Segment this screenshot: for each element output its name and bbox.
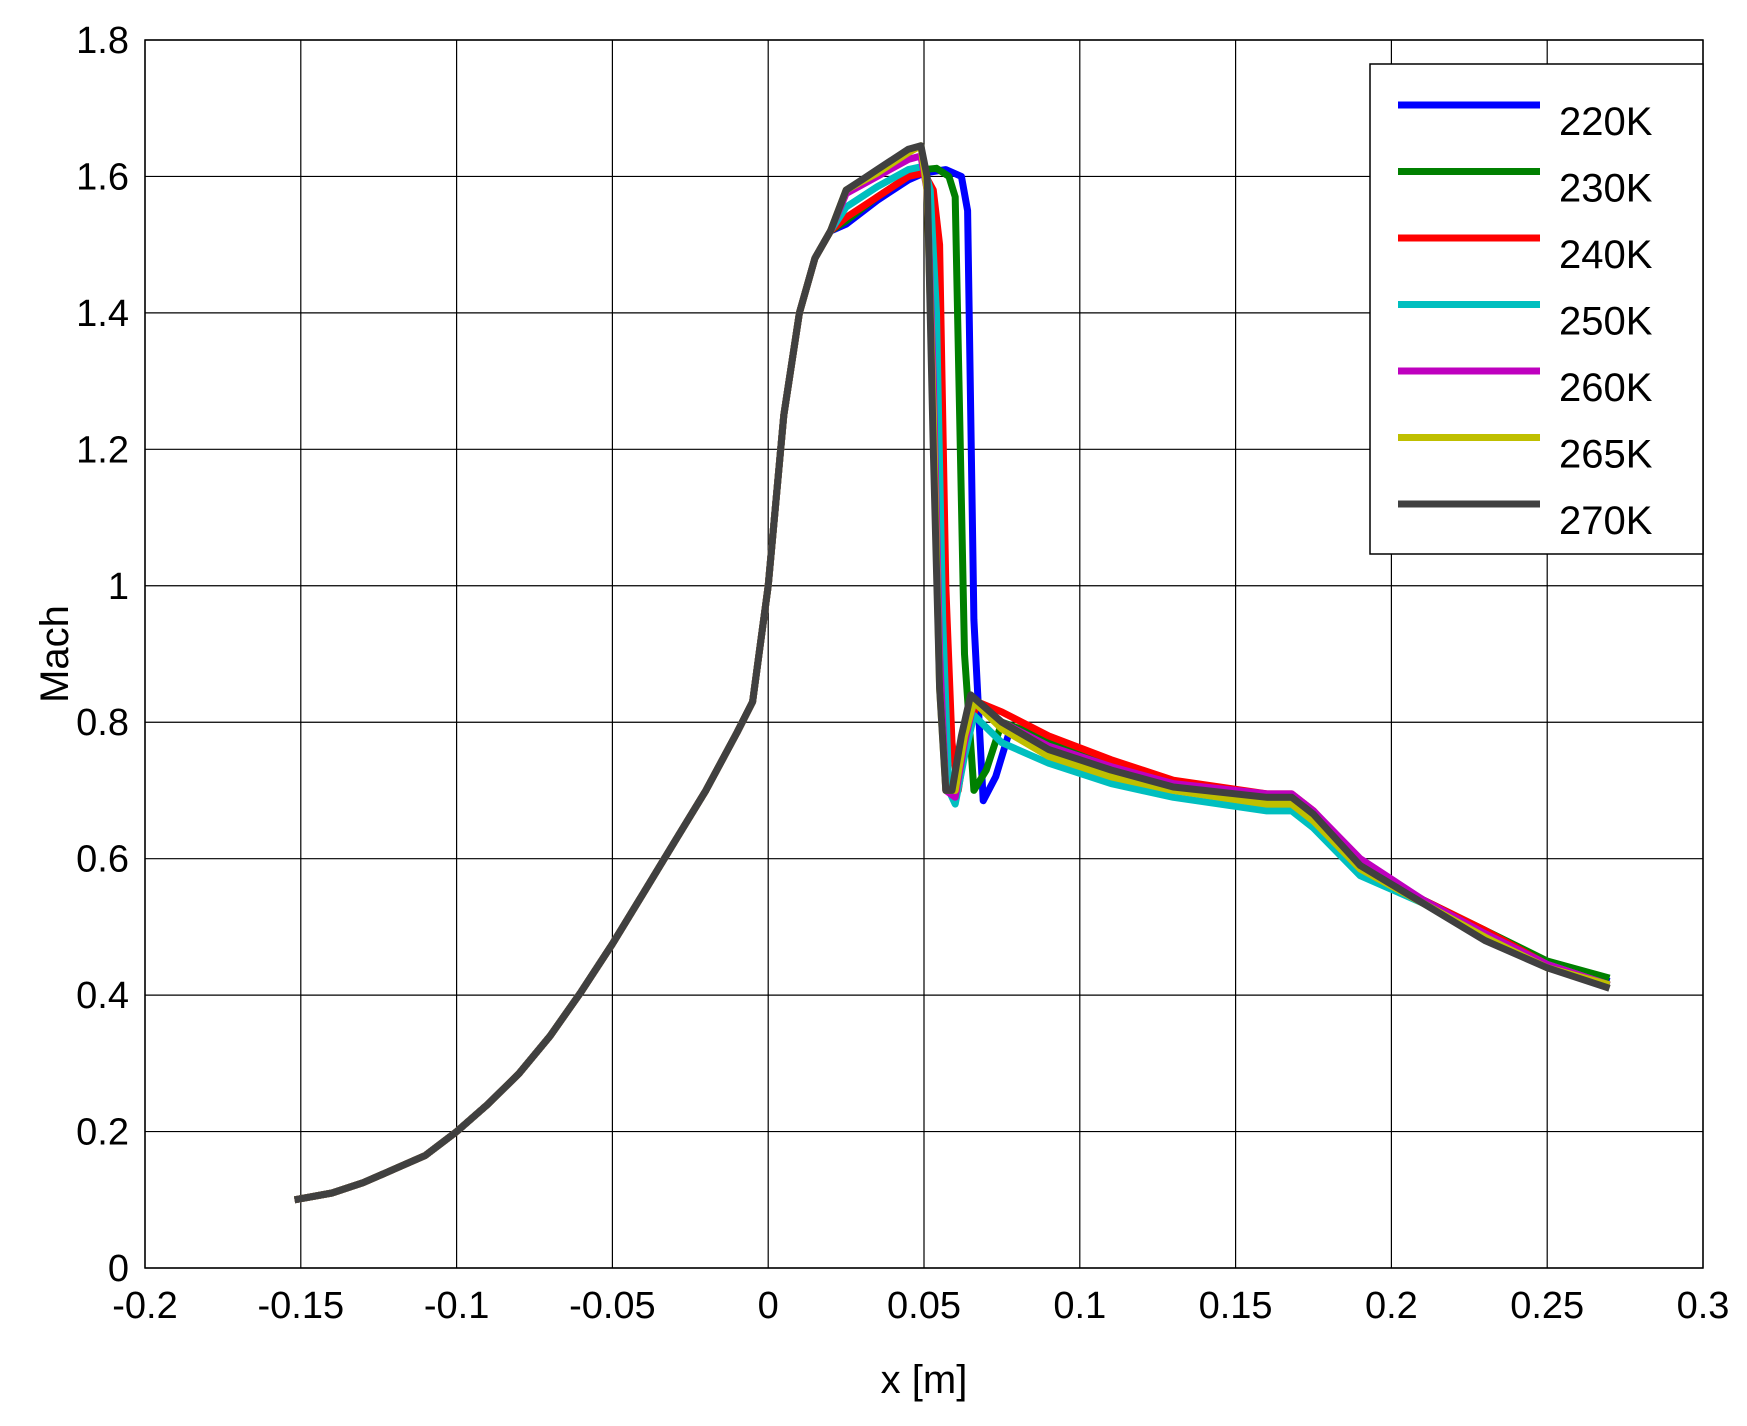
y-axis-label: Mach — [33, 605, 77, 703]
y-tick-label: 0.8 — [76, 702, 129, 744]
y-tick-label: 1.8 — [76, 20, 129, 62]
legend-box — [1369, 63, 1704, 555]
legend-label-250K: 250K — [1559, 300, 1653, 344]
legend-label-265K: 265K — [1559, 433, 1653, 477]
series-line-270K — [293, 142, 1611, 1204]
y-tick-labels: 0 0.2 0.4 0.6 0.8 1 1.2 1.4 1.6 1.8 — [76, 20, 129, 1290]
x-tick-label: -0.05 — [569, 1285, 656, 1327]
y-tick-label: 1 — [108, 566, 129, 608]
legend-label-270K: 270K — [1559, 499, 1653, 543]
y-tick-label: 1.4 — [76, 293, 129, 335]
x-tick-label: 0.05 — [887, 1285, 961, 1327]
y-tick-label: 1.2 — [76, 429, 129, 471]
x-tick-label: 0.1 — [1053, 1285, 1106, 1327]
x-tick-label: 0.25 — [1510, 1285, 1584, 1327]
legend-label-230K: 230K — [1559, 167, 1653, 211]
x-tick-label: 0.3 — [1677, 1285, 1730, 1327]
legend: 220K 230K 240K 250K 260K 265K 270K — [1369, 63, 1704, 555]
x-tick-label: 0.15 — [1199, 1285, 1273, 1327]
series-lines — [293, 142, 1611, 1204]
x-tick-label: -0.1 — [424, 1285, 489, 1327]
legend-label-260K: 260K — [1559, 366, 1653, 410]
legend-label-240K: 240K — [1559, 233, 1653, 277]
y-tick-label: 0.2 — [76, 1112, 129, 1154]
y-tick-label: 0.6 — [76, 839, 129, 881]
legend-label-220K: 220K — [1559, 100, 1653, 144]
x-tick-label: -0.2 — [112, 1285, 177, 1327]
y-tick-label: 1.6 — [76, 156, 129, 198]
plot-frame — [144, 39, 1704, 1269]
x-axis-label: x [m] — [881, 1358, 968, 1402]
x-tick-labels: -0.2 -0.15 -0.1 -0.05 0 0.05 0.1 0.15 0.2 0.25 0.3 — [112, 1285, 1729, 1327]
x-tick-label: -0.15 — [257, 1285, 344, 1327]
y-tick-label: 0 — [108, 1248, 129, 1290]
y-tick-label: 0.4 — [76, 975, 129, 1017]
x-tick-label: 0 — [758, 1285, 779, 1327]
x-tick-label: 0.2 — [1365, 1285, 1418, 1327]
